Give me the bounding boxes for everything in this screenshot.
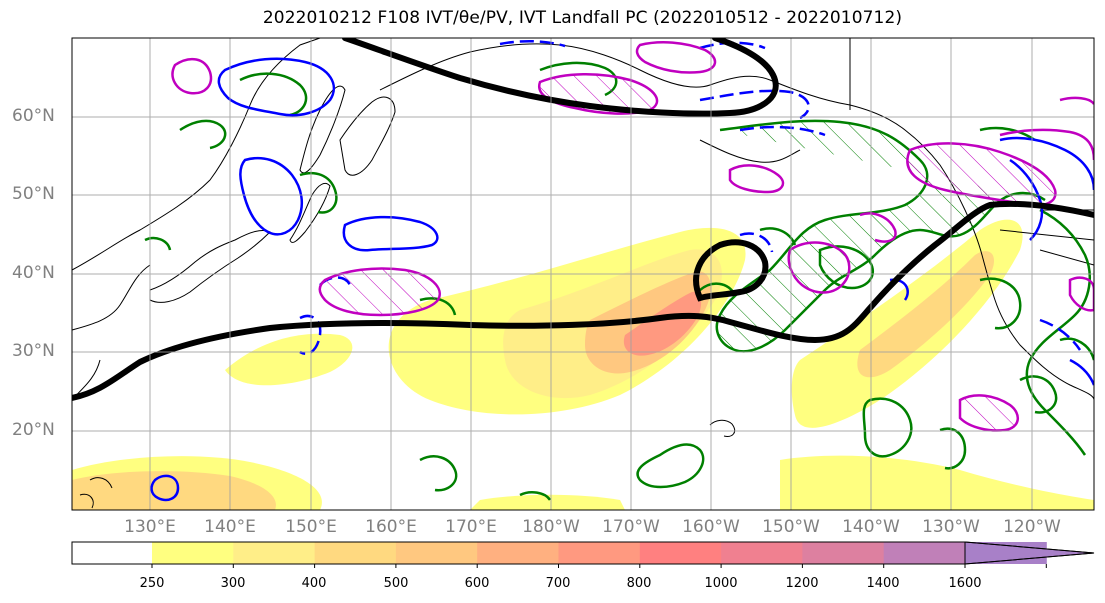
lat-label-60n: 60°N <box>12 106 55 126</box>
colorbar-segment <box>721 542 803 564</box>
colorbar-frame <box>71 541 1095 565</box>
colorbar-tick-250: 250 <box>139 576 165 591</box>
colorbar-tick-400: 400 <box>301 576 327 591</box>
graticule <box>72 38 1094 510</box>
colorbar-tick-1600: 1600 <box>948 576 982 591</box>
lon-label-140w: 140°W <box>842 517 900 537</box>
colorbar-tick-800: 800 <box>626 576 652 591</box>
lon-label-170e: 170°E <box>445 517 497 537</box>
colorbar-segment <box>639 542 722 564</box>
blue-contours <box>150 39 1094 502</box>
map-frame <box>71 37 1095 511</box>
green-contours <box>144 61 1094 501</box>
colorbar-segment <box>802 542 885 564</box>
colorbar-segment <box>314 542 397 564</box>
lat-label-20n: 20°N <box>12 420 55 440</box>
map-title: 2022010212 F108 IVT/θe/PV, IVT Landfall … <box>262 8 903 28</box>
lat-label-30n: 30°N <box>12 341 55 361</box>
colorbar-tick-1200: 1200 <box>785 576 819 591</box>
lat-label-40n: 40°N <box>12 263 55 283</box>
lon-label-160w: 160°W <box>682 517 740 537</box>
lat-label-50n: 50°N <box>12 184 55 204</box>
black-contour <box>72 38 1094 401</box>
colorbar-tick-300: 300 <box>220 576 246 591</box>
lon-label-120w: 120°W <box>1003 517 1061 537</box>
colorbar-tick-500: 500 <box>383 576 409 591</box>
ivt-shading <box>72 219 1094 510</box>
lon-label-150e: 150°E <box>285 517 337 537</box>
lon-label-160e: 160°E <box>365 517 417 537</box>
colorbar-segment <box>233 542 316 564</box>
lon-label-130e: 130°E <box>124 517 176 537</box>
lon-label-180w: 180°W <box>522 517 580 537</box>
colorbar-segment <box>558 542 641 564</box>
colorbar-segment <box>395 542 478 564</box>
lon-label-140e: 140°E <box>204 517 256 537</box>
lon-label-170w: 170°W <box>602 517 660 537</box>
colorbar-segment <box>152 542 234 564</box>
colorbar-segment <box>883 542 966 564</box>
lon-label-130w: 130°W <box>922 517 980 537</box>
lon-label-150w: 150°W <box>762 517 820 537</box>
colorbar-segment <box>477 542 559 564</box>
colorbar-tick-600: 600 <box>464 576 490 591</box>
colorbar <box>71 541 1095 568</box>
colorbar-segment-below <box>72 542 152 564</box>
colorbar-tick-1400: 1400 <box>866 576 900 591</box>
colorbar-tick-700: 700 <box>545 576 571 591</box>
colorbar-tick-1000: 1000 <box>704 576 738 591</box>
